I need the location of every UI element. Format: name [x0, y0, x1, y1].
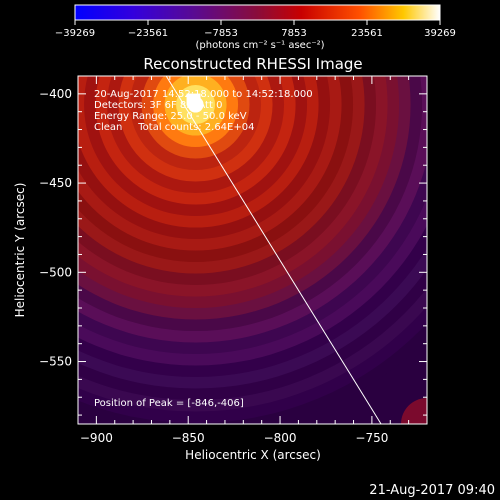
y-tick-label: −400 [39, 87, 72, 101]
plot-frame [77, 75, 428, 425]
x-axis: −900 −850 −800 −750 [77, 76, 428, 445]
colorbar-units-label: (photons cm⁻² s⁻¹ asec⁻²) [195, 40, 324, 51]
x-tick-label: −850 [172, 431, 205, 445]
annotation-energy-range: Energy Range: 25.0 - 50.0 keV [94, 111, 247, 122]
colorbar-gradient [74, 4, 441, 21]
timestamp: 21-Aug-2017 09:40 [369, 483, 495, 498]
x-tick-label: −900 [80, 431, 113, 445]
x-axis-label: Heliocentric X (arcsec) [185, 448, 321, 462]
y-tick-label: −550 [39, 355, 72, 369]
y-axis: −400 −450 −500 −550 [39, 75, 427, 416]
colorbar-tick-label: 23561 [351, 28, 383, 39]
annotation-time-range: 20-Aug-2017 14:52:18.000 to 14:52:18.000 [94, 89, 313, 100]
annotation-detectors: Detectors: 3F 6F 8F, Att 0 [94, 100, 222, 111]
y-tick-label: −450 [39, 176, 72, 190]
plot-area: −900 −850 −800 −750 −400 −450 −500 −550 20-Aug… [39, 75, 428, 445]
chart-title: Reconstructed RHESSI Image [143, 55, 362, 73]
corner-source [401, 398, 427, 424]
colorbar-ticks: −39269 −23561 −7853 7853 23561 39269 [55, 20, 456, 39]
colorbar-tick-label: −23561 [128, 28, 168, 39]
colorbar: −39269 −23561 −7853 7853 23561 39269 (photons… [55, 4, 456, 51]
colorbar-tick-label: −7853 [204, 28, 238, 39]
annotation-clean: Clean Total counts: 2.64E+04 [94, 122, 254, 133]
y-axis-label: Heliocentric Y (arcsec) [13, 183, 27, 318]
solar-limb-line [165, 76, 382, 424]
colorbar-tick-label: −39269 [55, 28, 95, 39]
colorbar-tick-label: 39269 [424, 28, 456, 39]
annotation-peak-position: Position of Peak = [-846,-406] [94, 398, 244, 409]
y-tick-label: −500 [39, 265, 72, 279]
x-tick-label: −800 [264, 431, 297, 445]
peak-mark [186, 93, 201, 106]
heatmap-rings [78, 76, 427, 424]
x-tick-label: −750 [355, 431, 388, 445]
colorbar-tick-label: 7853 [281, 28, 306, 39]
